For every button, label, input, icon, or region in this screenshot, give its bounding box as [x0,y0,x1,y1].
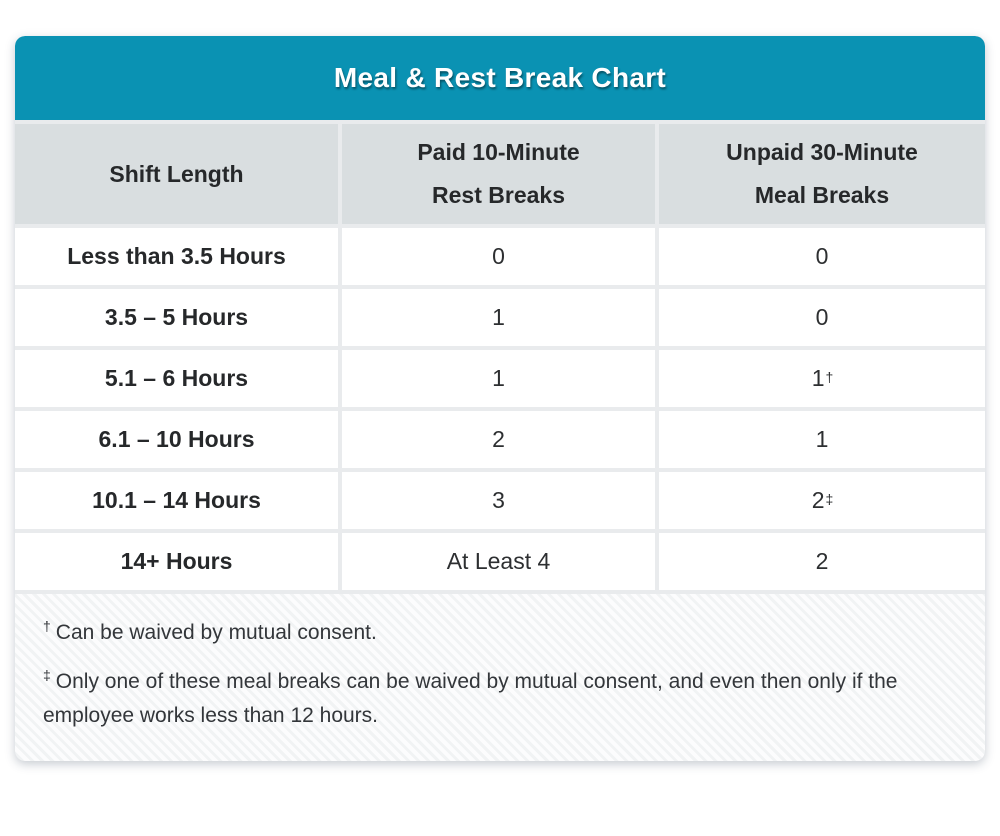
rest-break-value: 1 [492,304,505,330]
footnotes-section: † Can be waived by mutual consent. ‡ Only … [15,594,985,762]
rest-break-value: 0 [492,243,505,269]
footnote-text: Only one of these meal breaks can be wai… [43,670,898,728]
column-header-line: Shift Length [109,160,244,187]
column-header-line: Rest Breaks [432,182,565,208]
column-header-meal-breaks: Unpaid 30-Minute Meal Breaks [659,124,985,224]
shift-label: 3.5 – 5 Hours [104,304,249,330]
column-header-line: Unpaid 30-Minute [726,139,918,166]
shift-label: 10.1 – 14 Hours [92,487,261,513]
chart-title-bar: Meal & Rest Break Chart [15,36,985,120]
table-row-3-meal-cell: 1 [659,411,985,468]
meal-break-value: 2 [815,548,829,574]
rest-break-value: 2 [492,426,505,452]
footnote-dagger: † Can be waived by mutual consent. [43,616,927,650]
dagger-symbol: † [43,618,51,634]
chart-title: Meal & Rest Break Chart [333,62,667,93]
table-row-3-rest-cell: 2 [342,411,655,468]
footnote-double-dagger: ‡ Only one of these meal breaks can be wa… [43,665,927,733]
table-row-1-rest-cell: 1 [342,289,655,346]
table-row-0-shift-cell: Less than 3.5 Hours [15,228,338,285]
rest-break-value: At Least 4 [446,548,551,574]
column-header-line: Meal Breaks [754,182,890,208]
table-row-5-meal-cell: 2 [659,533,985,590]
column-header-rest-breaks: Paid 10-Minute Rest Breaks [342,124,655,224]
rest-break-value: 3 [492,487,505,513]
table-row-2-rest-cell: 1 [342,350,655,407]
break-table: Shift Length Paid 10-Minute Rest Breaks … [15,120,985,594]
rest-break-value: 1 [492,365,505,391]
shift-label: 14+ Hours [120,548,233,574]
table-row-4-shift-cell: 10.1 – 14 Hours [15,472,338,529]
meal-break-value: 1 [815,426,829,452]
table-row-4-rest-cell: 3 [342,472,655,529]
meal-break-value: 0 [815,304,829,330]
double-dagger-symbol: ‡ [43,667,51,684]
footnote-text: Can be waived by mutual consent. [55,621,377,644]
meal-break-value: 1 [811,365,825,391]
meal-break-value: 2 [811,487,825,513]
meal-break-value: 0 [815,243,829,269]
shift-label: Less than 3.5 Hours [67,243,286,269]
table-row-5-rest-cell: At Least 4 [342,533,655,590]
table-row-0-rest-cell: 0 [342,228,655,285]
column-header-line: Paid 10-Minute [417,139,580,166]
shift-label: 6.1 – 10 Hours [98,426,255,452]
column-header-shift-length: Shift Length [15,124,338,224]
table-row-2-meal-cell: 1 † [659,350,985,407]
break-chart-card: Meal & Rest Break Chart Shift Length Pai… [15,36,985,762]
table-row-1-meal-cell: 0 [659,289,985,346]
table-row-5-shift-cell: 14+ Hours [15,533,338,590]
table-row-4-meal-cell: 2 ‡ [659,472,985,529]
table-row-2-shift-cell: 5.1 – 6 Hours [15,350,338,407]
table-row-0-meal-cell: 0 [659,228,985,285]
shift-label: 5.1 – 6 Hours [104,365,249,391]
table-row-1-shift-cell: 3.5 – 5 Hours [15,289,338,346]
table-row-3-shift-cell: 6.1 – 10 Hours [15,411,338,468]
